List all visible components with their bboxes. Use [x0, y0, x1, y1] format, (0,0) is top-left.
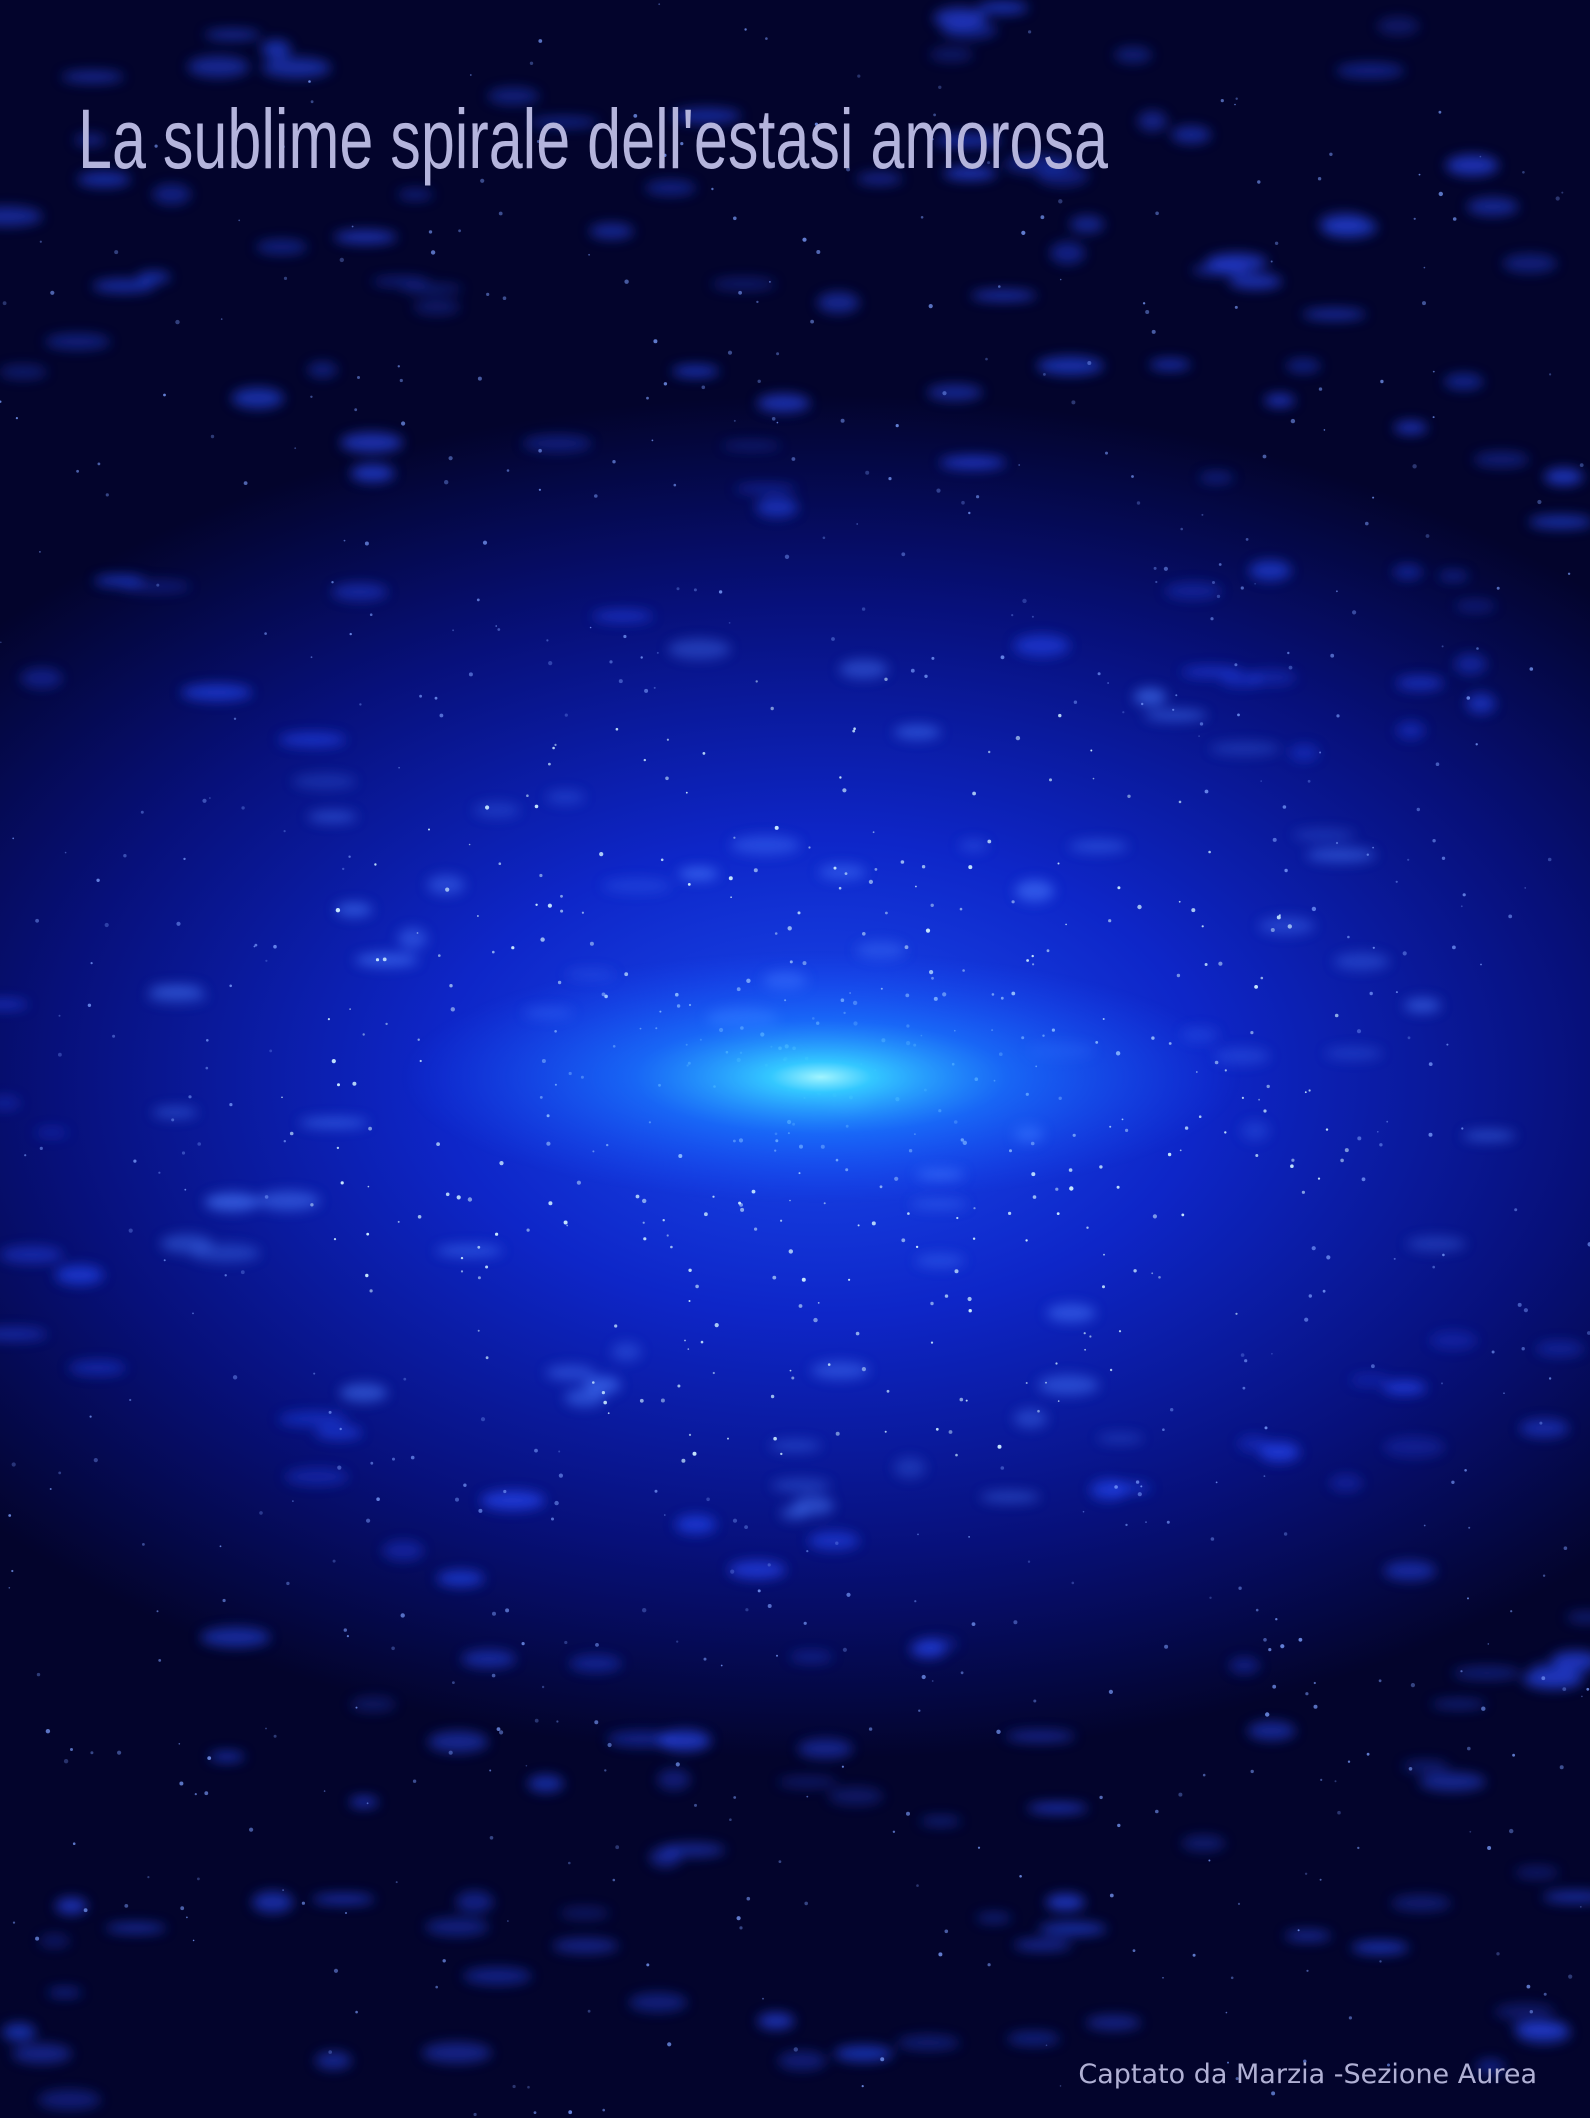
- title: La sublime spirale dell'estasi amorosa: [78, 92, 1108, 186]
- credit: Captato da Marzia -Sezione Aurea: [1078, 2059, 1537, 2090]
